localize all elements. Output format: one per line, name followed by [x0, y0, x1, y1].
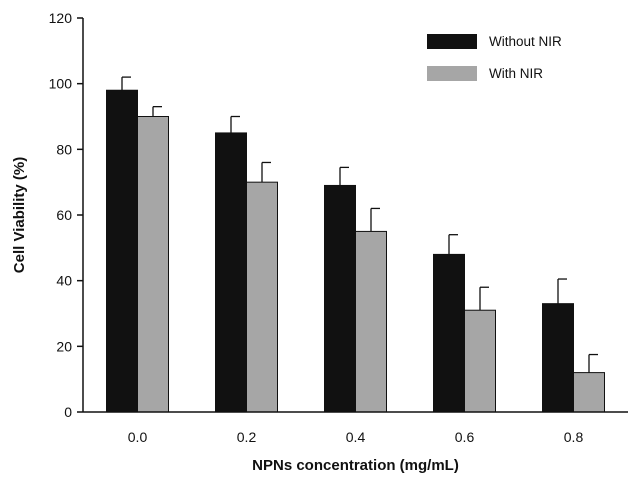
legend-label-with-nir: With NIR: [489, 66, 543, 81]
bar-without-nir: [543, 304, 574, 412]
bar-without-nir: [216, 133, 247, 412]
bar-without-nir: [107, 90, 138, 412]
x-tick-label: 0.0: [128, 429, 148, 445]
y-tick-label: 120: [49, 10, 73, 26]
legend: Without NIR With NIR: [427, 34, 562, 81]
bar-with-nir: [247, 182, 278, 412]
y-tick-label: 0: [64, 404, 72, 420]
y-tick-label: 80: [56, 141, 72, 157]
bar-with-nir: [465, 310, 496, 412]
x-tick-label: 0.2: [237, 429, 257, 445]
legend-label-without-nir: Without NIR: [489, 34, 562, 49]
bar-without-nir: [325, 185, 356, 412]
y-ticks: 0 20 40 60 80 100 120: [49, 10, 83, 420]
legend-swatch-without-nir: [427, 34, 477, 49]
x-tick-label: 0.6: [455, 429, 475, 445]
x-axis-title: NPNs concentration (mg/mL): [252, 457, 459, 474]
bars-layer: [107, 90, 605, 412]
y-tick-label: 100: [49, 76, 73, 92]
y-axis-title: Cell Viability (%): [11, 157, 28, 273]
bar-with-nir: [356, 231, 387, 412]
bar-without-nir: [434, 254, 465, 412]
x-ticks: 0.0 0.2 0.4 0.6 0.8: [128, 429, 584, 445]
bar-with-nir: [138, 117, 169, 413]
y-tick-label: 60: [56, 207, 72, 223]
y-tick-label: 20: [56, 338, 72, 354]
x-tick-label: 0.8: [564, 429, 584, 445]
bar-with-nir: [574, 373, 605, 412]
x-tick-label: 0.4: [346, 429, 366, 445]
y-tick-label: 40: [56, 273, 72, 289]
legend-swatch-with-nir: [427, 66, 477, 81]
